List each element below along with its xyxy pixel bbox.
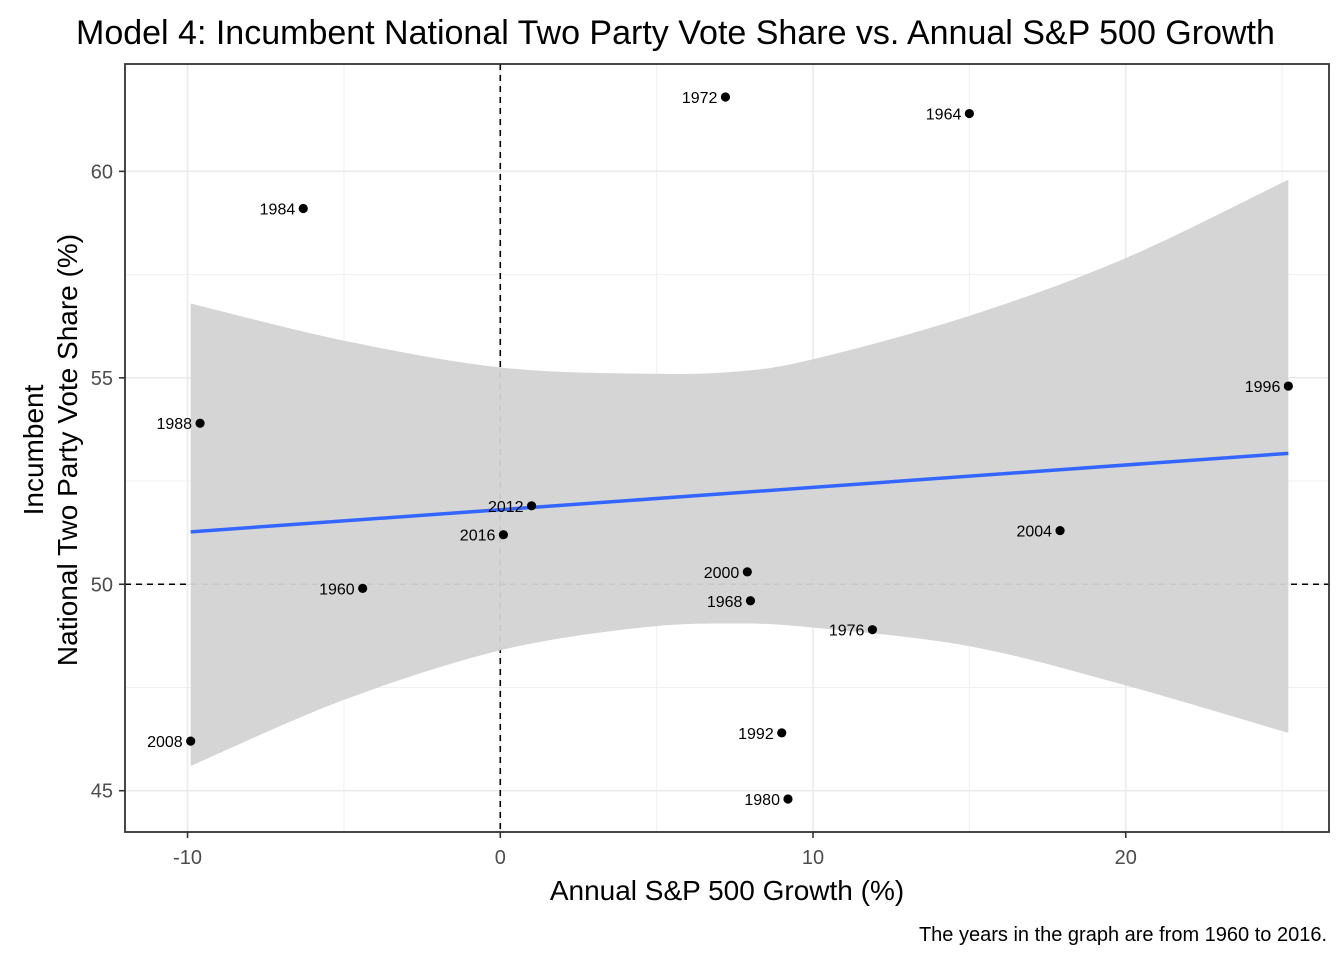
y-tick-label: 45: [91, 781, 113, 803]
plot-area: 1960 1964 1968 1972 1976 1980 1984 1988 1992 1996…: [91, 63, 1330, 869]
panel-border: [124, 63, 1330, 833]
regression-line: [190, 451, 1289, 534]
data-point-1976: [867, 625, 878, 635]
data-label-1964: 1964: [926, 107, 962, 124]
y-axis-label-line-2: National Two Party Vote Share (%): [52, 234, 83, 666]
data-point-1988: [195, 418, 205, 428]
data-label-2016: 2016: [460, 528, 496, 545]
data-point-2004: [1055, 525, 1065, 536]
y-axis-label: Incumbent National Two Party Vote Share …: [18, 234, 83, 666]
data-point-1960: [358, 583, 368, 593]
data-point-1996: [1283, 381, 1293, 391]
y-tick-label: 60: [91, 161, 113, 183]
data-label-1968: 1968: [707, 594, 743, 611]
data-label-2008: 2008: [147, 734, 183, 751]
data-label-2000: 2000: [704, 565, 740, 582]
data-point-1972: [720, 92, 731, 102]
data-point-1980: [783, 794, 793, 804]
y-tick-label: 55: [91, 368, 113, 390]
data-point-2016: [498, 530, 508, 540]
data-label-1996: 1996: [1245, 379, 1281, 396]
x-axis-label: Annual S&P 500 Growth (%): [550, 875, 904, 906]
data-label-2012: 2012: [488, 499, 524, 516]
chart-caption: The years in the graph are from 1960 to …: [919, 924, 1327, 946]
data-point-1992: [777, 728, 787, 738]
data-label-1980: 1980: [744, 792, 780, 809]
y-tick-label: 50: [91, 574, 113, 596]
data-label-1984: 1984: [260, 202, 296, 219]
confidence-band: [190, 179, 1289, 766]
data-point-1968: [745, 596, 756, 606]
data-point-1964: [964, 108, 974, 119]
x-tick-label: -10: [173, 847, 202, 869]
data-label-1988: 1988: [156, 416, 192, 433]
data-point-2012: [526, 501, 537, 511]
data-label-1976: 1976: [829, 623, 865, 640]
data-point-2000: [742, 567, 752, 577]
data-label-2004: 2004: [1016, 524, 1052, 541]
x-tick-label: 10: [802, 847, 824, 869]
data-label-1972: 1972: [682, 90, 718, 107]
x-tick-label: 20: [1115, 847, 1137, 869]
chart-title: Model 4: Incumbent National Two Party Vo…: [76, 14, 1275, 52]
x-tick-label: 0: [495, 847, 506, 869]
data-label-1960: 1960: [319, 581, 355, 598]
data-label-1992: 1992: [738, 726, 774, 743]
data-point-1984: [298, 203, 308, 214]
y-axis-label-line-1: Incumbent: [18, 384, 49, 515]
data-point-2008: [186, 736, 196, 746]
